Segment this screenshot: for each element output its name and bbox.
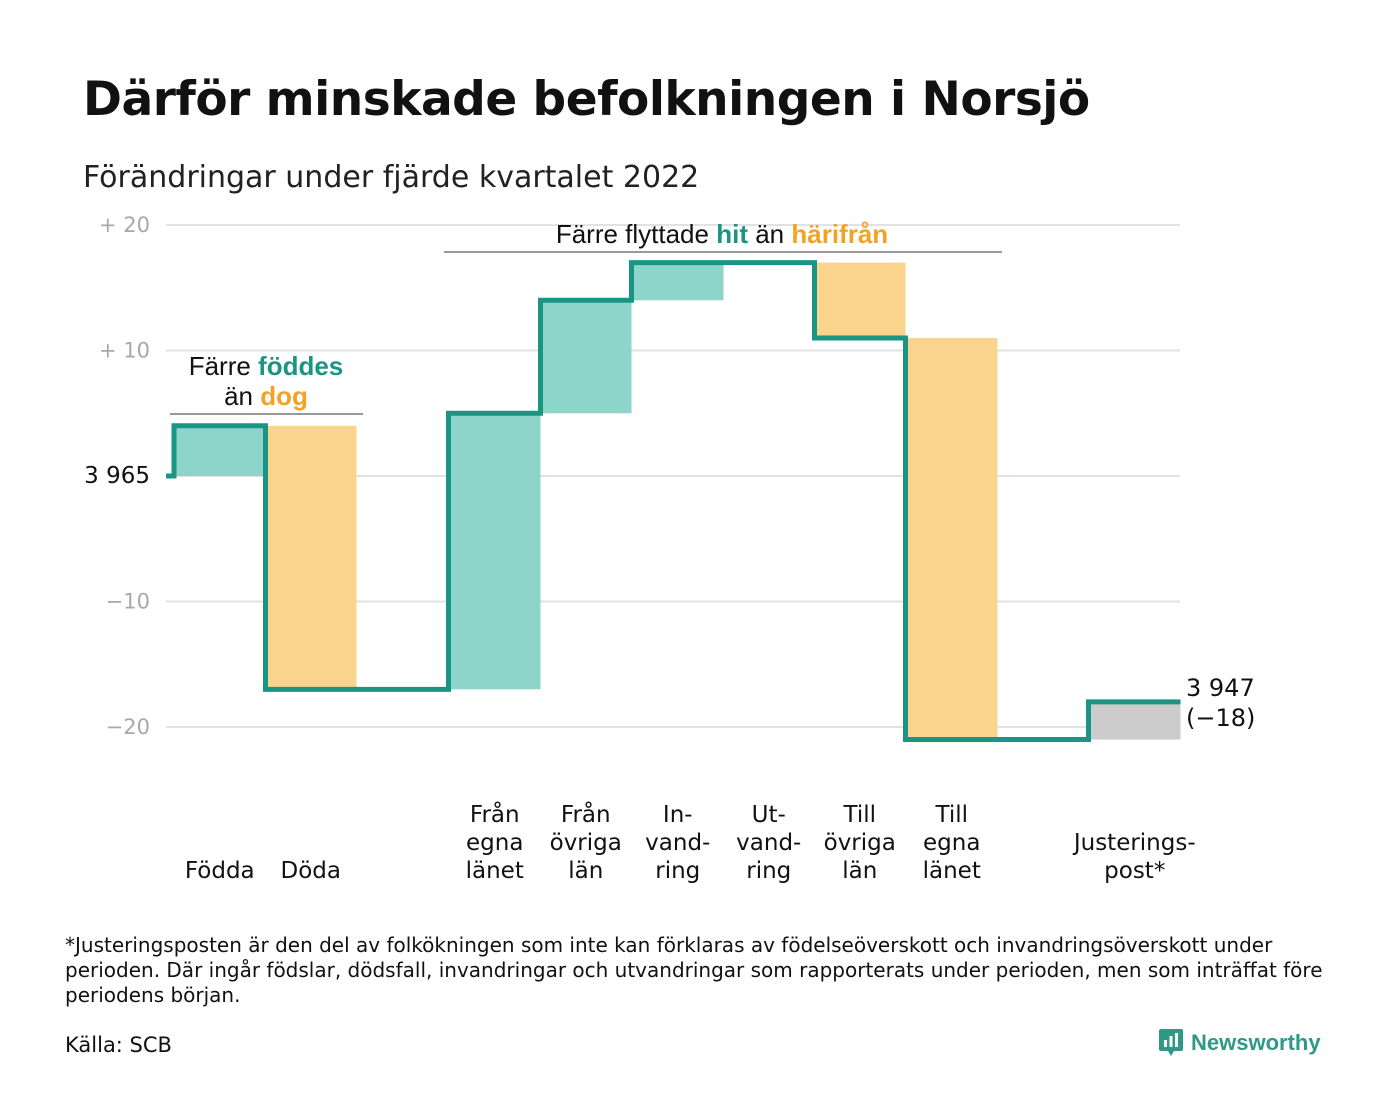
category-label: ring <box>746 858 791 884</box>
annotation-births-text-1: Färre <box>189 351 258 381</box>
annotation-moves-text-2: än <box>748 219 791 249</box>
bar <box>1089 701 1181 740</box>
y-tick-labels: + 20 + 10 3 965 −10 −20 <box>84 213 150 739</box>
chart-title: Därför minskade befolkningen i Norsjö <box>83 72 1090 127</box>
category-label: egna <box>923 830 980 856</box>
svg-text:Färre föddes: Färre föddes <box>189 351 344 381</box>
category-label: länet <box>466 858 524 884</box>
category-label: Ut- <box>752 802 786 828</box>
category-label: Till <box>842 802 876 828</box>
y-tick-label: −20 <box>106 715 150 739</box>
source-label: Källa: SCB <box>65 1033 172 1057</box>
y-tick-label: + 20 <box>99 213 150 237</box>
category-label: egna <box>466 830 523 856</box>
bar <box>449 413 541 690</box>
footnote: *Justeringsposten är den del av folkökni… <box>65 933 1323 1007</box>
bar <box>906 337 998 740</box>
brand-logo: Newsworthy <box>1158 1028 1321 1058</box>
y-tick-label: + 10 <box>99 339 150 363</box>
category-label: Från <box>470 800 520 828</box>
category-label: Födda <box>185 858 255 884</box>
bar <box>174 425 266 476</box>
annotation-births-text-2: än <box>224 381 260 411</box>
bars <box>174 262 1181 740</box>
category-label: övriga <box>824 830 896 856</box>
y-tick-label: 3 965 <box>84 463 150 489</box>
category-label: länet <box>923 858 981 884</box>
cumulative-step-line <box>166 260 1181 743</box>
chart-subtitle: Förändringar under fjärde kvartalet 2022 <box>83 160 700 195</box>
end-change-label: (−18) <box>1186 704 1255 732</box>
waterfall-chart: + 20+ 103 965−10−20 Färre föddes än dog … <box>84 213 1255 884</box>
category-label: vand- <box>645 830 710 856</box>
annotation-moves: Färre flyttade hit än härifrån <box>444 219 1002 253</box>
category-label: In- <box>663 802 693 828</box>
category-label: Döda <box>281 858 341 884</box>
category-label: vand- <box>736 830 801 856</box>
category-label: ring <box>655 858 700 884</box>
category-label: län <box>842 858 877 884</box>
annotation-births-highlight-teal: föddes <box>258 351 343 381</box>
end-value-label: 3 947 <box>1186 674 1255 702</box>
category-label: Justerings- <box>1072 830 1196 856</box>
svg-text:än dog: än dog <box>224 381 308 411</box>
annotation-births-highlight-orange: dog <box>260 381 308 411</box>
svg-text:Färre flyttade hit än härifrån: Färre flyttade hit än härifrån <box>556 219 888 249</box>
bar <box>632 262 724 301</box>
y-tick-label: −10 <box>106 590 150 614</box>
category-label: övriga <box>550 830 622 856</box>
annotation-moves-highlight-orange: härifrån <box>791 219 888 249</box>
brand-name: Newsworthy <box>1191 1030 1321 1055</box>
bar <box>540 300 632 414</box>
category-label: län <box>568 858 603 884</box>
annotation-births: Färre föddes än dog <box>170 351 363 415</box>
bar <box>814 262 906 338</box>
category-label: Från <box>561 800 611 828</box>
annotation-moves-highlight-teal: hit <box>716 219 748 249</box>
category-labels: Födda DödaFrånegnalänetFrånövrigalänIn-va… <box>185 800 1196 884</box>
category-label: Till <box>934 802 968 828</box>
annotation-moves-text-1: Färre flyttade <box>556 219 716 249</box>
newsworthy-logo-icon <box>1159 1029 1183 1056</box>
bar <box>265 425 357 690</box>
category-label: post* <box>1104 858 1165 884</box>
